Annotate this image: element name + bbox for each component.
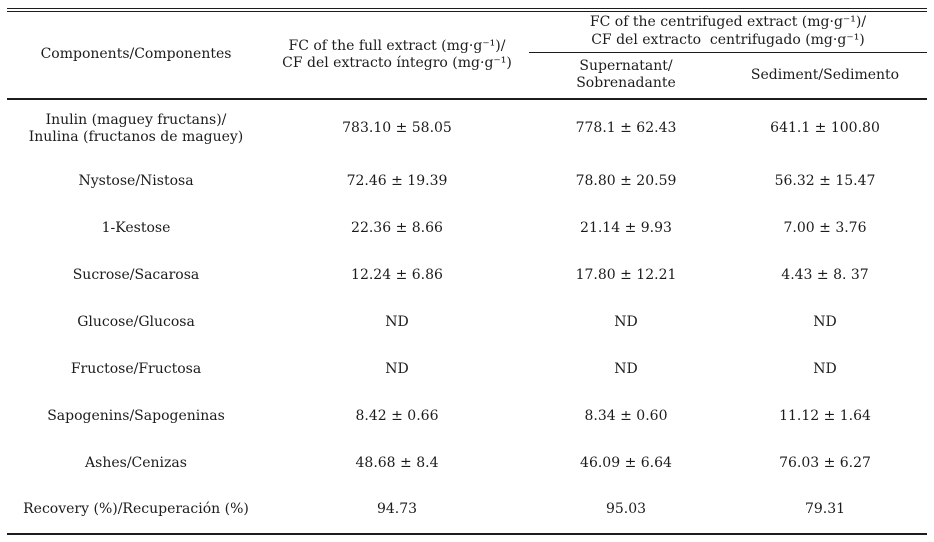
- table-row: Ashes/Cenizas 48.68 ± 8.4 46.09 ± 6.64 7…: [7, 440, 927, 487]
- table-row: Glucose/Glucosa ND ND ND: [7, 299, 927, 346]
- table-row: Sucrose/Sacarosa 12.24 ± 6.86 17.80 ± 12…: [7, 252, 927, 299]
- full-extract-cell: 783.10 ± 58.05: [342, 120, 452, 137]
- supernatant-cell: 17.80 ± 12.21: [575, 266, 677, 283]
- component-cell: Sapogenins/Sapogeninas: [47, 407, 225, 424]
- component-cell: Ashes/Cenizas: [85, 454, 187, 471]
- header-supernatant: Supernatant/ Sobrenadante: [529, 52, 723, 100]
- table-header: Components/Componentes FC of the full ex…: [7, 10, 928, 100]
- supernatant-cell: 21.14 ± 9.93: [580, 219, 672, 236]
- sediment-cell: 7.00 ± 3.76: [783, 219, 867, 236]
- sediment-cell: 79.31: [804, 501, 846, 518]
- full-extract-cell: 94.73: [376, 501, 418, 518]
- table-row: Fructose/Fructosa ND ND ND: [7, 346, 927, 393]
- full-extract-cell: 48.68 ± 8.4: [355, 454, 439, 471]
- full-extract-cell: 12.24 ± 6.86: [351, 266, 443, 283]
- header-sub-row: Supernatant/ Sobrenadante Sediment/Sedim…: [7, 52, 928, 100]
- sediment-cell: 11.12 ± 1.64: [779, 407, 871, 424]
- component-cell: Inulin (maguey fructans)/ Inulina (fruct…: [28, 111, 244, 146]
- supernatant-cell: 8.34 ± 0.60: [584, 407, 668, 424]
- component-cell: 1-Kestose: [101, 219, 171, 236]
- supernatant-cell: ND: [614, 313, 638, 330]
- table-row: Inulin (maguey fructans)/ Inulina (fruct…: [7, 99, 927, 158]
- supernatant-cell: ND: [614, 360, 638, 377]
- header-sediment: Sediment/Sedimento: [723, 52, 928, 100]
- sediment-cell: 4.43 ± 8. 37: [781, 266, 869, 283]
- table-row: 1-Kestose 22.36 ± 8.66 21.14 ± 9.93 7.00…: [7, 205, 927, 252]
- sediment-cell: 641.1 ± 100.80: [770, 120, 880, 137]
- table-row: Sapogenins/Sapogeninas 8.42 ± 0.66 8.34 …: [7, 393, 927, 440]
- full-extract-cell: ND: [385, 360, 409, 377]
- sediment-cell: ND: [813, 313, 837, 330]
- sediment-cell: 56.32 ± 15.47: [774, 172, 876, 189]
- component-cell: Nystose/Nistosa: [78, 172, 194, 189]
- supernatant-cell: 78.80 ± 20.59: [575, 172, 677, 189]
- component-cell: Sucrose/Sacarosa: [72, 266, 200, 283]
- header-full-extract: FC of the full extract (mg·g⁻¹)/ CF del …: [265, 10, 529, 100]
- header-components: Components/Componentes: [7, 10, 265, 100]
- table-body: Inulin (maguey fructans)/ Inulina (fruct…: [7, 99, 927, 534]
- table-row: Nystose/Nistosa 72.46 ± 19.39 78.80 ± 20…: [7, 158, 927, 205]
- header-group-row: Components/Componentes FC of the full ex…: [7, 10, 928, 100]
- supernatant-cell: 778.1 ± 62.43: [575, 120, 677, 137]
- full-extract-cell: 72.46 ± 19.39: [346, 172, 448, 189]
- table-row: Recovery (%)/Recuperación (%) 94.73 95.0…: [7, 487, 927, 534]
- component-cell: Glucose/Glucosa: [77, 313, 195, 330]
- full-extract-cell: ND: [385, 313, 409, 330]
- fructan-composition-table: Components/Componentes FC of the full ex…: [7, 8, 928, 535]
- full-extract-cell: 22.36 ± 8.66: [351, 219, 443, 236]
- full-extract-cell: 8.42 ± 0.66: [355, 407, 439, 424]
- component-cell: Recovery (%)/Recuperación (%): [23, 501, 249, 518]
- header-centrifuged-extract-group: FC of the centrifuged extract (mg·g⁻¹)/ …: [529, 10, 928, 53]
- sediment-cell: ND: [813, 360, 837, 377]
- supernatant-cell: 95.03: [605, 501, 647, 518]
- component-cell: Fructose/Fructosa: [70, 360, 202, 377]
- supernatant-cell: 46.09 ± 6.64: [580, 454, 672, 471]
- sediment-cell: 76.03 ± 6.27: [779, 454, 871, 471]
